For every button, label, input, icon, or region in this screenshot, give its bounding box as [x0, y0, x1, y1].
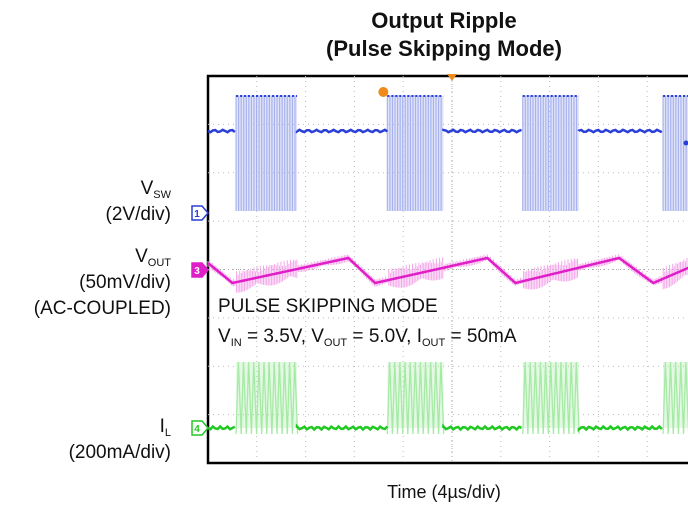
vout-value: 5.0V — [368, 326, 407, 347]
channel-1-marker — [191, 205, 209, 221]
vout-trace — [207, 256, 688, 285]
il-burst-waveform — [662, 361, 688, 435]
il-label: IL — [159, 416, 171, 439]
channel-4-marker — [191, 420, 209, 436]
channel-3-marker — [191, 262, 209, 278]
vsw-idle-trace — [207, 128, 236, 134]
trigger-position-marker — [447, 74, 457, 81]
vsw-scale-label: (2V/div) — [105, 204, 171, 225]
il-burst-waveform — [235, 361, 299, 435]
x-axis-label: Time (4µs/div) — [387, 482, 501, 502]
channel-1-marker-label: 1 — [194, 209, 200, 220]
vsw-edge-dot — [683, 140, 688, 146]
vsw-idle-trace — [577, 128, 663, 134]
mode-annotation: PULSE SKIPPING MODE — [218, 296, 438, 317]
channel-3-marker-label: 3 — [194, 266, 200, 277]
vin-value: 3.5V — [263, 326, 301, 347]
il-idle-trace — [295, 423, 389, 432]
vout-scale-label: (50mV/div) — [79, 272, 171, 293]
vsw-idle-trace — [295, 128, 389, 134]
il-idle-trace — [442, 423, 523, 432]
iout-value: 50mA — [466, 326, 517, 347]
vsw-idle-trace — [442, 128, 522, 134]
il-burst-waveform — [522, 361, 580, 435]
chart-title-line2: (Pulse Skipping Mode) — [326, 36, 562, 61]
vsw-label: VSW — [140, 178, 171, 201]
conditions-annotation: VIN = 3.5V, VOUT = 5.0V, IOUT = 50mA — [218, 326, 517, 349]
channel-4-marker-label: 4 — [194, 424, 200, 435]
il-idle-trace — [207, 424, 236, 431]
vout-coupling-label: (AC-COUPLED) — [33, 298, 171, 319]
chart-title-line1: Output Ripple — [371, 8, 517, 33]
il-burst-waveform — [386, 361, 445, 435]
il-scale-label: (200mA/div) — [68, 442, 171, 463]
vout-label: VOUT — [135, 246, 171, 269]
il-idle-trace — [577, 424, 663, 433]
trigger-level-marker — [378, 87, 389, 97]
